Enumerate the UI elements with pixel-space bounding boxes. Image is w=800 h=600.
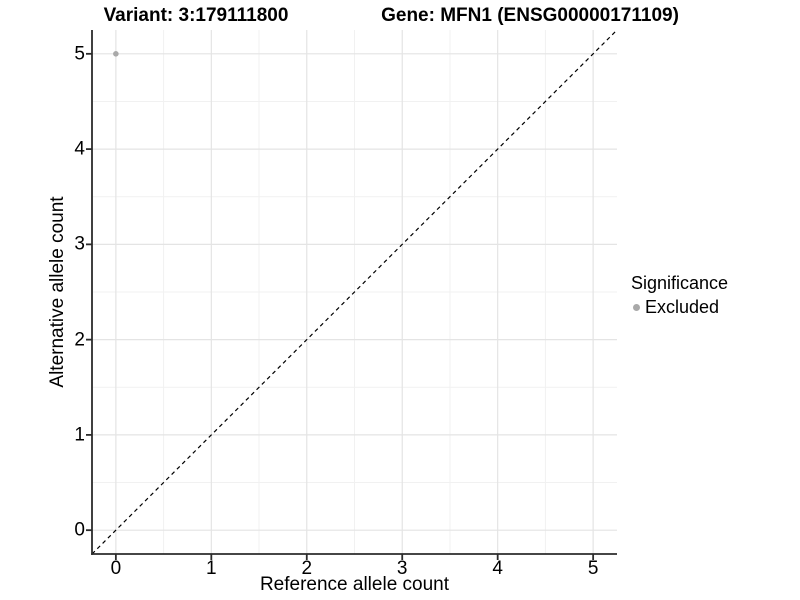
y-tick-label-3: 3 [74,233,85,255]
x-tick-label-0: 0 [110,558,122,579]
data-point [113,51,119,57]
x-tick-label-4: 4 [492,558,503,579]
y-tick-label-0: 0 [74,519,85,541]
x-tick-label-2: 2 [301,558,313,579]
legend-item-excluded: Excluded [631,297,728,318]
plot-title-gene: Gene: MFN1 (ENSG00000171109) [381,5,679,26]
y-tick-label-2: 2 [74,329,85,351]
y-axis-title: Alternative allele count [47,196,68,388]
legend-title: Significance [631,273,729,293]
plot-title-variant: Variant: 3:179111800 [103,5,289,26]
y-tick-label-5: 5 [74,43,85,65]
legend-item-label: Excluded [645,296,720,317]
y-tick-label-4: 4 [74,138,85,160]
x-tick-label-1: 1 [206,558,217,579]
excluded-point-marker-icon [633,303,640,311]
y-tick-label-1: 1 [74,424,85,446]
x-tick-label-3: 3 [396,558,408,579]
x-axis-title: Reference allele count [259,574,450,595]
legend: Significance Excluded [631,273,728,317]
x-tick-label-5: 5 [587,558,599,579]
